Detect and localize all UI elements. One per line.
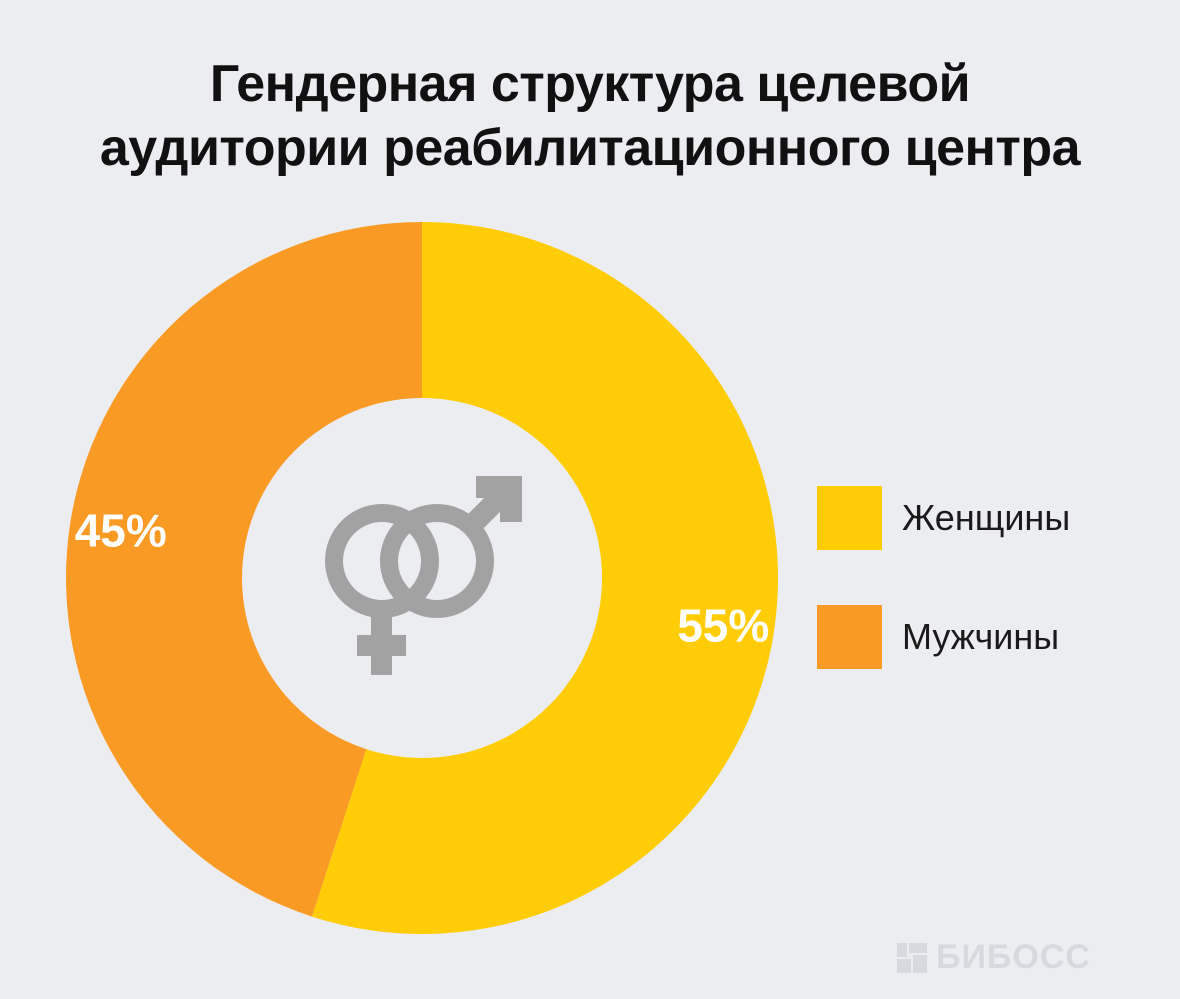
watermark-text: БИБОСС (936, 938, 1091, 976)
male-symbol-arrowhead (476, 476, 522, 522)
legend-label-men: Мужчины (902, 616, 1060, 657)
legend-item-men: Мужчины (817, 605, 1070, 669)
legend-item-women: Женщины (817, 486, 1070, 550)
male-symbol-ring (380, 504, 494, 618)
bibos-logo-icon (897, 942, 927, 973)
bibos-watermark: БИБОСС (896, 938, 1091, 977)
slice-label-women: 55% (677, 600, 769, 652)
chart-title: Гендерная структура целевой аудитории ре… (0, 52, 1180, 180)
legend-label-women: Женщины (902, 497, 1071, 538)
slice-value-labels: 55% 45% (75, 504, 770, 651)
chart-legend: Женщины Мужчины (817, 486, 1070, 724)
female-symbol-crossbar (357, 635, 406, 656)
gender-symbols-icon (325, 476, 522, 675)
legend-swatch-men (817, 605, 882, 669)
chart-title-line-1: Гендерная структура целевой (209, 55, 971, 113)
legend-swatch-women (817, 486, 882, 550)
chart-title-line-2: аудитории реабилитационного центра (99, 119, 1081, 177)
slice-label-men: 45% (75, 504, 167, 556)
